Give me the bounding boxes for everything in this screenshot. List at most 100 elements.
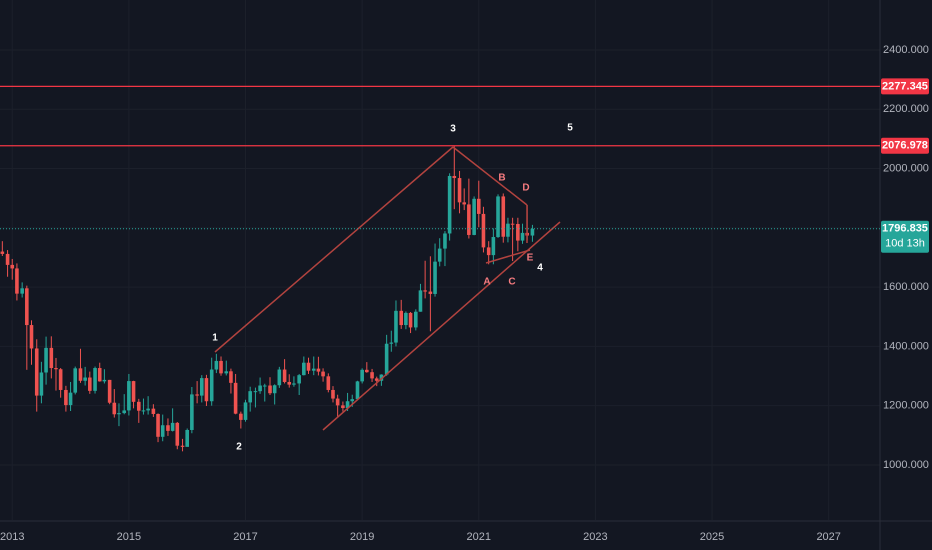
candle-body [491,237,496,256]
candle-body [117,413,121,415]
wave-label: 3 [450,124,456,135]
candle-body [365,369,369,373]
candle-body [433,261,437,294]
candle-body [195,394,199,396]
candle-body [443,233,447,249]
candle-body [243,402,248,420]
candle-body [229,371,233,383]
x-tick-label: 2015 [117,531,141,543]
candle-body [107,379,112,403]
candle-body [345,401,350,409]
candle-body [360,369,364,382]
candle-body [233,382,238,414]
candle-body [374,378,379,381]
level-tag [881,78,929,95]
candle-body [462,202,467,205]
level-tag [881,137,929,154]
candle-body [64,389,68,406]
candle-body [428,291,433,294]
level-tag-label: 2076.978 [882,140,928,152]
candle-body [204,378,209,402]
candle-body [214,360,219,370]
candle-body [447,175,452,234]
candle-body [262,385,267,387]
x-tick-label: 2017 [233,531,257,543]
candle-body [506,223,510,237]
y-tick-label: 1400.000 [883,340,929,352]
candle-body [321,371,325,377]
candle-body [54,368,58,370]
candle-body [258,385,262,392]
candle-body [437,248,442,262]
candle-body [370,372,374,379]
candle-body [516,223,520,241]
candle-body [239,413,243,420]
candle-body [404,312,408,326]
candle-body [199,378,204,396]
candle-body [302,362,306,376]
candle-body [136,401,141,411]
candle-body [209,369,214,402]
candle-body [292,383,296,385]
candle-body [501,196,506,237]
candle-body [78,368,83,381]
candle-body [408,312,413,328]
candle-body [476,198,481,214]
candle-body [29,325,34,349]
candle-body [49,347,54,369]
wave-label: 1 [212,333,218,344]
channel-upper [214,146,454,353]
wave-label: 4 [537,263,543,274]
wave-line [452,146,528,206]
candle-body [335,398,340,406]
candle-body [58,369,63,390]
candle-body [248,391,252,403]
candle-body [316,368,321,372]
x-tick-label: 2027 [816,531,840,543]
candle-body [224,371,229,374]
candle-body [467,204,471,235]
candle-body [88,377,92,391]
candle-body [93,368,97,391]
candle-body [73,368,78,393]
y-tick-label: 2000.000 [883,162,929,174]
candle-body [413,311,418,328]
candle-body [331,389,335,399]
candle-body [355,381,360,400]
candle-body [122,410,127,414]
candle-body [112,402,117,415]
candle-body [297,375,301,384]
candle-body [457,178,462,203]
candle-body [25,288,29,326]
candle-body [180,445,185,447]
candle-body [219,360,223,374]
candle-body [83,377,87,381]
level-tag-label: 2277.345 [882,80,928,92]
wave-label: B [498,173,505,184]
candle-body [282,369,287,382]
candle-body [452,175,457,179]
candle-body [379,374,384,381]
candle-body [394,310,398,343]
candle-body [418,290,423,312]
wave-label: 5 [567,123,573,134]
candle-body [510,223,515,225]
candle-body [102,379,107,382]
wave-label: D [522,183,529,194]
wave-label: A [483,277,490,288]
candle-body [156,413,160,437]
y-tick-label: 1600.000 [883,281,929,293]
candle-body [520,232,525,241]
candle-body [10,264,15,269]
candle-body [39,372,44,396]
candle-body [287,381,292,385]
candle-body [68,392,73,406]
x-tick-label: 2025 [700,531,724,543]
candle-body [472,198,476,235]
candle-body [384,343,389,375]
candle-body [5,253,10,265]
price-tag-label: 1796.835 [882,223,928,235]
x-tick-label: 2023 [583,531,607,543]
countdown: 10d 13h [885,238,925,250]
